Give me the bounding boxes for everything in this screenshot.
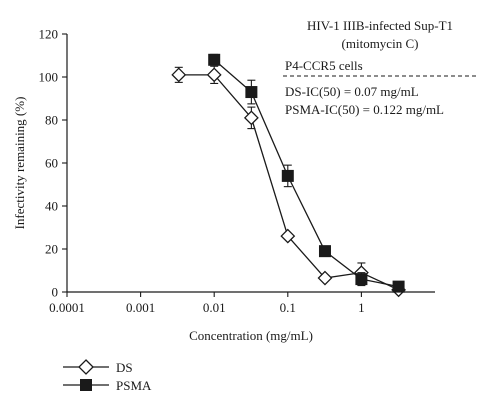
y-tick-label: 60 [45,156,58,171]
legend-item-psma: PSMA [63,378,152,393]
x-tick-label: 1 [358,300,365,315]
data-point-psma [318,245,331,258]
x-tick-label: 0.01 [203,300,226,315]
data-point-psma [281,169,294,182]
legend-marker-psma [80,379,92,391]
y-tick-label: 120 [39,27,59,42]
data-point-ds [206,67,222,83]
series-psma [208,53,405,293]
legend: DS PSMA [63,359,152,393]
data-point-ds [243,110,259,126]
y-tick-label: 80 [45,113,58,128]
x-tick-label: 0.0001 [49,300,85,315]
y-tick-label: 0 [52,285,59,300]
series-layer [171,53,406,298]
data-point-ds [317,270,333,286]
y-tick-label: 100 [39,70,59,85]
annotation-box: HIV-1 IIIB-infected Sup-T1 (mitomycin C)… [283,18,478,117]
annotation-line-5: PSMA-IC(50) = 0.122 mg/mL [285,102,444,117]
y-tick-label: 20 [45,242,58,257]
legend-label-ds: DS [116,360,133,375]
legend-item-ds: DS [63,359,133,375]
plot-axes [66,34,435,293]
data-point-psma [208,53,221,66]
legend-marker-ds [78,359,94,375]
x-ticks: 0.0001 0.001 0.01 0.1 1 [49,292,365,315]
x-axis-label: Concentration (mg/mL) [189,328,313,343]
annotation-line-2: (mitomycin C) [342,36,419,51]
annotation-line-1: HIV-1 IIIB-infected Sup-T1 [307,18,453,33]
data-point-ds [171,67,187,83]
series-line-psma [213,59,399,288]
data-point-psma [245,86,258,99]
x-tick-label: 0.1 [280,300,296,315]
annotation-line-3: P4-CCR5 cells [285,58,363,73]
y-ticks: 0 20 40 60 80 100 120 [39,27,67,300]
x-tick-label: 0.001 [126,300,155,315]
data-point-ds [280,228,296,244]
annotation-line-4: DS-IC(50) = 0.07 mg/mL [285,84,419,99]
y-axis-label: Infectivity remaining (%) [12,97,27,230]
legend-label-psma: PSMA [116,378,152,393]
y-tick-label: 40 [45,199,58,214]
data-point-psma [392,280,405,293]
data-point-psma [355,273,368,286]
